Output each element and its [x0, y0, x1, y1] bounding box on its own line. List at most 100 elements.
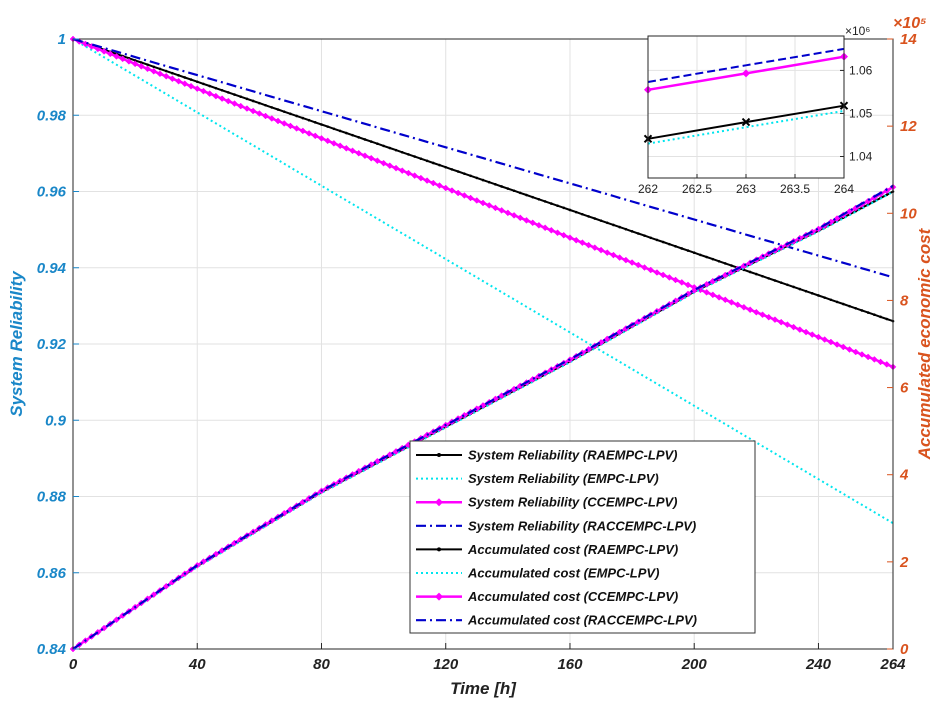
- series-marker: [516, 214, 524, 222]
- series-marker: [144, 65, 151, 73]
- series-marker: [338, 129, 342, 133]
- series-line-1: [72, 38, 894, 525]
- series-marker: [815, 333, 822, 341]
- series-marker: [481, 178, 485, 182]
- series-marker: [773, 279, 777, 282]
- series-marker: [299, 127, 307, 135]
- series-marker: [717, 259, 721, 263]
- y-tick-label: 0.96: [37, 184, 67, 201]
- legend-swatch-marker: [437, 453, 441, 457]
- series-marker: [833, 341, 841, 348]
- series-marker: [345, 131, 348, 135]
- series-marker: [119, 55, 127, 63]
- x-tick-label: 240: [805, 656, 832, 673]
- series-marker: [871, 356, 878, 363]
- series-marker: [839, 343, 847, 351]
- series-marker: [678, 279, 686, 286]
- series-marker: [195, 80, 199, 84]
- inset-x-tick-label: 262: [638, 182, 658, 196]
- series-marker: [311, 132, 319, 140]
- series-marker: [380, 159, 387, 167]
- inset-y-tick-label: 1.04: [849, 149, 873, 163]
- series-marker: [883, 361, 891, 368]
- series-marker: [324, 137, 332, 145]
- series-marker: [860, 309, 864, 312]
- y-tick-label: 0.9: [45, 412, 67, 429]
- series-marker: [376, 142, 379, 146]
- series-marker: [668, 242, 671, 246]
- legend-entry: Accumulated cost (RAEMPC-LPV): [416, 542, 678, 557]
- series-marker: [305, 130, 313, 137]
- bottom-axis-ticks: 0 40 80 120 160 200 240 264: [69, 643, 906, 673]
- legend-label: Accumulated cost (EMPC-LPV): [467, 566, 659, 581]
- series-marker: [407, 153, 410, 156]
- series-marker: [436, 182, 443, 189]
- series-marker: [848, 304, 851, 308]
- series-marker: [264, 103, 267, 107]
- series-marker: [268, 517, 276, 524]
- series-marker: [202, 82, 205, 86]
- series-marker: [529, 219, 537, 227]
- legend-entry: System Reliability (RACCEMPC-LPV): [416, 518, 696, 533]
- series-marker: [113, 53, 120, 60]
- series-marker: [730, 264, 733, 267]
- series-marker: [765, 313, 773, 321]
- series-marker: [827, 338, 835, 346]
- left-axis-ticks: 0.84 0.86 0.88 0.9 0.92 0.94 0.96 0.98 1: [37, 31, 79, 658]
- series-marker: [802, 328, 810, 336]
- series-marker: [808, 331, 816, 338]
- series-marker: [492, 395, 499, 403]
- series-marker: [193, 85, 201, 93]
- series-marker: [518, 191, 522, 195]
- series-marker: [473, 197, 481, 204]
- series-marker: [369, 140, 373, 143]
- x-tick-label: 120: [433, 656, 459, 673]
- series-marker: [846, 346, 853, 353]
- series-marker: [786, 283, 789, 287]
- legend-label: Accumulated cost (CCEMPC-LPV): [467, 589, 678, 604]
- right-axis-ticks: 0 2 4 6 8 10 12 14: [887, 31, 917, 658]
- series-marker: [220, 88, 224, 92]
- series-marker: [512, 189, 516, 193]
- legend-entry: Accumulated cost (RACCEMPC-LPV): [416, 613, 697, 628]
- series-marker: [417, 174, 425, 182]
- series-marker: [541, 224, 549, 232]
- legend-label: Accumulated cost (RACCEMPC-LPV): [467, 613, 697, 628]
- series-marker: [624, 227, 628, 231]
- legend-entries: System Reliability (RAEMPC-LPV) System Re…: [416, 448, 697, 628]
- series-marker: [224, 97, 232, 105]
- inset-series-line-3: [647, 109, 845, 145]
- series-marker: [162, 72, 170, 80]
- series-marker: [456, 170, 460, 173]
- y-tick-label: 0.86: [37, 565, 67, 582]
- legend-label: System Reliability (CCEMPC-LPV): [468, 495, 678, 510]
- series-marker: [547, 226, 555, 234]
- series-marker: [562, 206, 566, 210]
- series-marker: [829, 298, 833, 302]
- inset-series-line-0: [647, 47, 845, 83]
- series-marker: [823, 296, 826, 299]
- series-marker: [258, 101, 261, 105]
- legend-swatch-marker: [437, 547, 441, 552]
- series-marker: [842, 302, 845, 306]
- y2-axis-title: Accumulated economic cost: [915, 227, 934, 460]
- series-marker: [413, 155, 416, 158]
- y2-tick-label: 4: [899, 467, 909, 484]
- series-marker: [728, 298, 735, 306]
- inset-x-tick-label: 264: [834, 182, 854, 196]
- series-marker: [873, 200, 876, 203]
- series-marker: [692, 251, 696, 255]
- series-marker: [251, 99, 255, 103]
- series-marker: [231, 100, 238, 107]
- y2-exponent-label: ×10⁵: [893, 15, 927, 32]
- series-marker: [313, 121, 317, 124]
- series-marker: [535, 221, 543, 229]
- series-marker: [349, 147, 356, 155]
- series-marker: [854, 307, 858, 310]
- legend-entry: Accumulated cost (CCEMPC-LPV): [416, 589, 678, 604]
- series-marker: [550, 202, 553, 205]
- inset-series-marker: [742, 69, 750, 78]
- legend-box: [409, 440, 756, 634]
- series-marker: [879, 315, 882, 319]
- series-marker: [164, 69, 168, 73]
